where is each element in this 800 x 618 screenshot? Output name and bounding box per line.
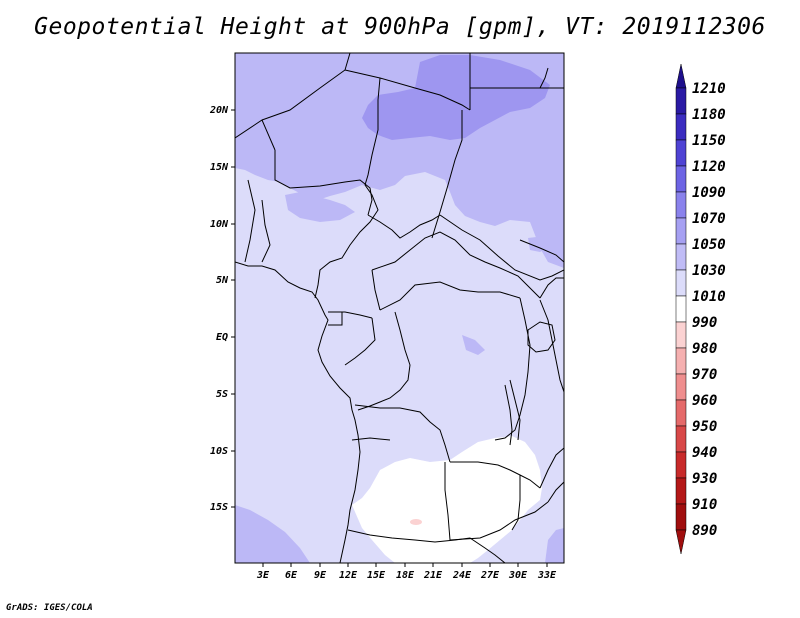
colorbar-label: 990 bbox=[692, 315, 717, 331]
colorbar-label: 1180 bbox=[692, 107, 726, 123]
colorbar-label: 940 bbox=[692, 445, 717, 461]
field-1030-1050-central bbox=[462, 335, 485, 355]
colorbar-swatch bbox=[675, 373, 687, 401]
lat-tick-label: 5S bbox=[216, 389, 228, 400]
colorbar-swatch bbox=[675, 347, 687, 375]
lat-tick-label: 10S bbox=[210, 446, 228, 457]
field-990-1010 bbox=[352, 436, 542, 563]
colorbar-swatch bbox=[675, 503, 687, 531]
colorbar-label: 1070 bbox=[692, 211, 726, 227]
colorbar-swatch bbox=[675, 87, 687, 115]
colorbar-swatch bbox=[675, 243, 687, 271]
colorbar-swatch bbox=[675, 321, 687, 349]
map-frame bbox=[234, 52, 565, 564]
colorbar-label: 1010 bbox=[692, 289, 726, 305]
lon-tick-label: 33E bbox=[537, 570, 557, 581]
colorbar-label: 970 bbox=[692, 367, 717, 383]
colorbar-swatch bbox=[675, 477, 687, 505]
colorbar-label: 980 bbox=[692, 341, 717, 357]
colorbar-swatch bbox=[675, 191, 687, 219]
lat-tick-label: 5N bbox=[216, 275, 229, 286]
field-1030-1050-patch-east bbox=[528, 236, 552, 252]
colorbar-top-arrow bbox=[675, 63, 687, 89]
colorbar-swatch bbox=[675, 217, 687, 245]
lat-axis bbox=[231, 109, 235, 508]
lon-tick-label: 6E bbox=[285, 570, 298, 581]
lon-tick-label: 18E bbox=[396, 570, 415, 581]
height-field bbox=[235, 53, 564, 563]
lat-tick-label: 15S bbox=[210, 502, 228, 513]
lon-tick-label: 24E bbox=[452, 570, 472, 581]
lat-tick-label: 10N bbox=[210, 219, 229, 230]
colorbar-swatch bbox=[675, 399, 687, 427]
colorbar-label: 960 bbox=[692, 393, 717, 409]
colorbar-label: 1090 bbox=[692, 185, 726, 201]
colorbar-label: 1030 bbox=[692, 263, 726, 279]
colorbar-label: 930 bbox=[692, 471, 717, 487]
colorbar: 1210 1180 1150 1120 1090 1070 1050 1030 1010 990 9… bbox=[675, 63, 726, 555]
colorbar-swatch bbox=[675, 113, 687, 141]
lon-tick-label: 15E bbox=[367, 570, 386, 581]
colorbar-label: 950 bbox=[692, 419, 717, 435]
lon-axis bbox=[262, 563, 548, 567]
colorbar-swatch bbox=[675, 165, 687, 193]
colorbar-label: 1050 bbox=[692, 237, 726, 253]
field-1050-1070-core bbox=[362, 55, 550, 140]
colorbar-swatch bbox=[675, 269, 687, 297]
colorbar-swatch bbox=[675, 295, 687, 323]
lat-tick-label: 20N bbox=[209, 105, 229, 116]
colorbar-swatch bbox=[675, 139, 687, 167]
field-980-990 bbox=[410, 519, 422, 525]
field-1030-1050-southeast bbox=[545, 528, 564, 563]
lon-tick-label: 21E bbox=[423, 570, 443, 581]
lat-tick-label: 15N bbox=[210, 162, 229, 173]
field-1030-1050-southwest bbox=[235, 505, 310, 563]
country-borders bbox=[235, 53, 564, 563]
lon-tick-label: 9E bbox=[314, 570, 327, 581]
map-title: Geopotential Height at 900hPa [gpm], VT:… bbox=[34, 14, 766, 40]
lon-tick-label: 30E bbox=[508, 570, 528, 581]
colorbar-label: 890 bbox=[692, 523, 717, 539]
colorbar-label: 910 bbox=[692, 497, 717, 513]
lat-tick-label: EQ bbox=[216, 332, 228, 343]
colorbar-swatch bbox=[675, 425, 687, 453]
lon-tick-labels: 3E 6E 9E 12E 15E 18E 21E 24E 27E 30E 33E bbox=[256, 570, 557, 581]
field-1030-1050-patch bbox=[285, 192, 355, 222]
colorbar-label: 1120 bbox=[692, 159, 726, 175]
lat-tick-labels: 20N 15N 10N 5N EQ 5S 10S 15S bbox=[209, 105, 229, 513]
colorbar-swatch bbox=[675, 451, 687, 479]
colorbar-label: 1210 bbox=[692, 81, 726, 97]
lon-tick-label: 27E bbox=[480, 570, 500, 581]
credit-label: GrADS: IGES/COLA bbox=[6, 603, 93, 613]
colorbar-bottom-arrow bbox=[675, 529, 687, 555]
lon-tick-label: 3E bbox=[256, 570, 270, 581]
lon-tick-label: 12E bbox=[339, 570, 358, 581]
colorbar-label: 1150 bbox=[692, 133, 726, 149]
